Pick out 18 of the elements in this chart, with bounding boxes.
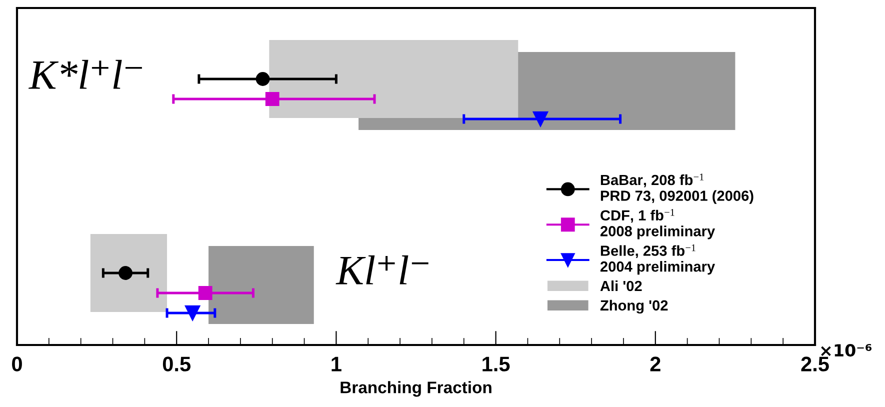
bar [208,246,314,324]
bar [269,40,518,118]
annotation: K*l⁺l⁻ [28,60,142,89]
x-tick-label: 2 [650,356,660,372]
text: ×10⁻⁶ [821,344,872,357]
bar [90,234,168,312]
legend-label: Ali '02 [600,280,642,292]
legend-label: BaBar, 208 fb$^{−1}$ PRD 73, 092001 (2006) [600,174,754,204]
x-tick-label: 0.5 [162,356,190,372]
x-tick-label: 0 [12,356,22,372]
x-axis-title: Branching Fraction [340,381,492,397]
x-tick-label: 1.5 [482,356,510,372]
legend-label: Belle, 253 fb$^{−1}$ 2004 preliminary [600,244,716,275]
x-tick-label: 1 [332,356,342,372]
legend-label: Zhong '02 [600,300,668,314]
legend-label: CDF, 1 fb$^{−1}$ 2008 preliminary [600,208,716,240]
annotation: Kl⁺l⁻ [336,255,428,284]
x-tick-label: 2.5 [801,356,829,372]
